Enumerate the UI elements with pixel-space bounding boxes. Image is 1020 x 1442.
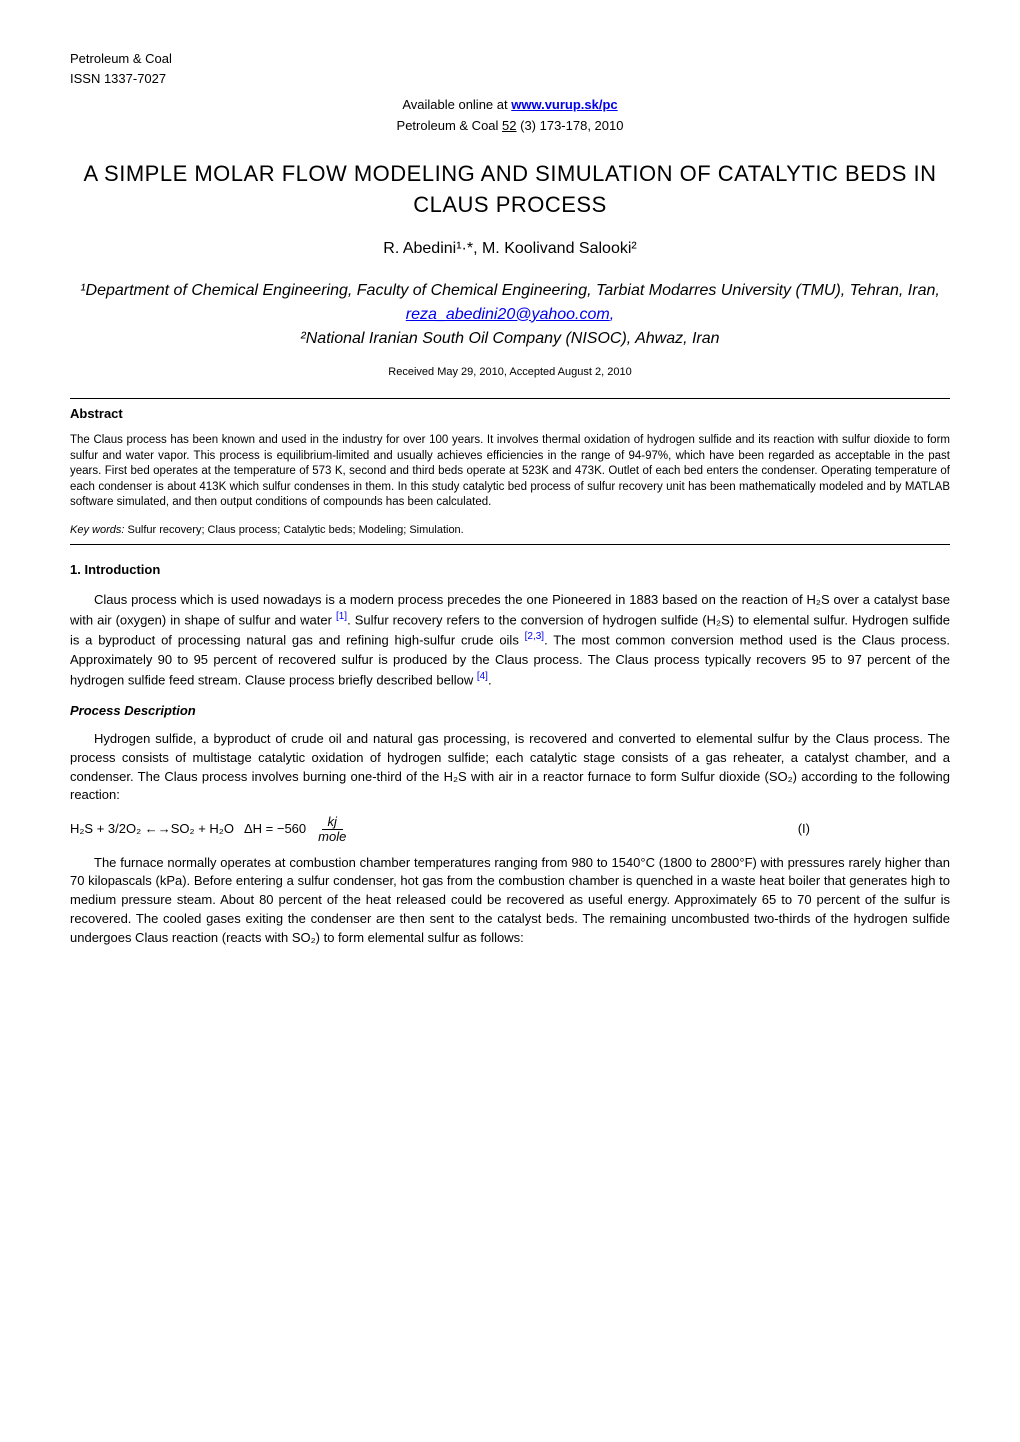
- abstract-text: The Claus process has been known and use…: [70, 433, 950, 511]
- equation-dh-value: ΔH = −560: [244, 820, 306, 838]
- journal-url-link[interactable]: www.vurup.sk/pc: [511, 97, 617, 112]
- authors: R. Abedini¹·*, M. Koolivand Salooki²: [70, 238, 950, 260]
- keywords-text: Sulfur recovery; Claus process; Catalyti…: [124, 524, 463, 536]
- divider-top: [70, 398, 950, 399]
- process-para-2: The furnace normally operates at combust…: [70, 854, 950, 948]
- email-comma: ,: [610, 306, 614, 323]
- issn: ISSN 1337-7027: [70, 70, 950, 88]
- equation-frac-num: kj: [322, 815, 343, 830]
- affiliations: ¹Department of Chemical Engineering, Fac…: [70, 279, 950, 351]
- intro-para-1: Claus process which is used nowadays is …: [70, 591, 950, 689]
- journal-name: Petroleum & Coal: [70, 50, 950, 68]
- equation-frac-den: mole: [312, 830, 352, 844]
- citation-line: Petroleum & Coal 52 (3) 173-178, 2010: [70, 117, 950, 135]
- equation-reaction: H₂S + 3/2O₂ ←→SO₂ + H₂O: [70, 820, 244, 838]
- affiliation-2: ²National Iranian South Oil Company (NIS…: [300, 330, 719, 347]
- received-dates: Received May 29, 2010, Accepted August 2…: [70, 365, 950, 380]
- process-description-heading: Process Description: [70, 702, 950, 720]
- citation-prefix: Petroleum & Coal: [397, 118, 503, 133]
- ref-link-1[interactable]: [1]: [336, 611, 347, 622]
- equation-deltaH: ΔH = −560 kj mole: [244, 815, 358, 843]
- intro-text-4: .: [488, 672, 492, 687]
- equation-1: H₂S + 3/2O₂ ←→SO₂ + H₂O ΔH = −560 kj mol…: [70, 815, 950, 843]
- section-1-heading: 1. Introduction: [70, 561, 950, 579]
- citation-volume: 52: [502, 118, 516, 133]
- equation-number: (I): [798, 820, 950, 838]
- abstract-heading: Abstract: [70, 405, 950, 423]
- keywords-label: Key words:: [70, 524, 124, 536]
- citation-rest: (3) 173-178, 2010: [517, 118, 624, 133]
- equation-fraction: kj mole: [312, 815, 352, 843]
- ref-link-4[interactable]: [4]: [477, 671, 488, 682]
- author-email-link[interactable]: reza_abedini20@yahoo.com: [406, 306, 610, 323]
- divider-bottom: [70, 544, 950, 545]
- affiliation-1: ¹Department of Chemical Engineering, Fac…: [80, 282, 940, 299]
- available-online-line: Available online at www.vurup.sk/pc: [70, 96, 950, 114]
- process-para-1: Hydrogen sulfide, a byproduct of crude o…: [70, 730, 950, 805]
- available-prefix: Available online at: [402, 97, 511, 112]
- paper-title: A SIMPLE MOLAR FLOW MODELING AND SIMULAT…: [70, 159, 950, 221]
- ref-link-2-3[interactable]: [2,3]: [525, 631, 544, 642]
- keywords: Key words: Sulfur recovery; Claus proces…: [70, 523, 950, 538]
